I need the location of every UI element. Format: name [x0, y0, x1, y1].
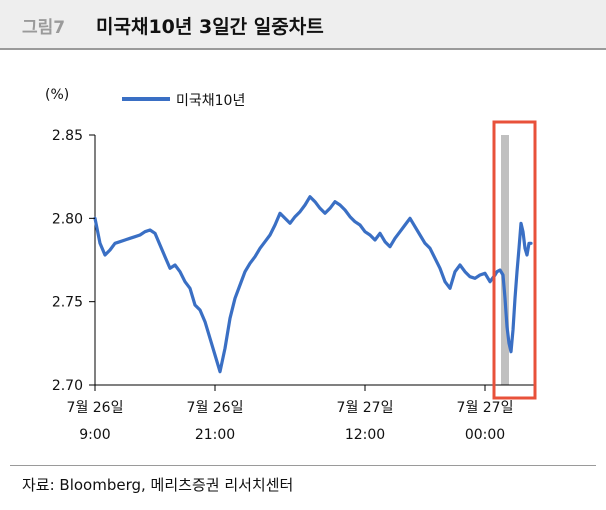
legend-label: 미국채10년: [176, 93, 245, 109]
x-tick-label-date: 7월 26일: [67, 400, 124, 416]
x-tick-label-date: 7월 27일: [457, 400, 514, 416]
figure-header: 그림7 미국채10년 3일간 일중차트: [0, 0, 606, 50]
highlight-band: [501, 135, 509, 385]
x-tick-label-time: 21:00: [195, 427, 235, 443]
x-tick-label-time: 9:00: [79, 427, 110, 443]
y-tick-label: 2.70: [52, 378, 83, 394]
x-tick-label-date: 7월 27일: [337, 400, 394, 416]
x-tick-label-time: 12:00: [345, 427, 385, 443]
x-tick-label-time: 00:00: [465, 427, 505, 443]
y-axis-unit-label: (%): [45, 87, 69, 103]
y-tick-label: 2.75: [52, 295, 83, 311]
y-tick-label: 2.80: [52, 211, 83, 227]
series-line-us10y: [93, 195, 533, 374]
source-note: 자료: Bloomberg, 메리츠증권 리서치센터: [22, 476, 294, 494]
line-chart: (%) 미국채10년 2.85 2.80 2.75 2.70 7월 26일 9:00 7월 …: [45, 87, 537, 443]
figure-number: 그림7: [22, 18, 66, 38]
figure-title: 미국채10년 3일간 일중차트: [96, 16, 324, 38]
footer-divider: [10, 465, 596, 466]
highlight-box: [492, 120, 537, 400]
y-tick-label: 2.85: [52, 128, 83, 144]
x-tick-label-date: 7월 26일: [187, 400, 244, 416]
legend: 미국채10년: [122, 93, 245, 109]
